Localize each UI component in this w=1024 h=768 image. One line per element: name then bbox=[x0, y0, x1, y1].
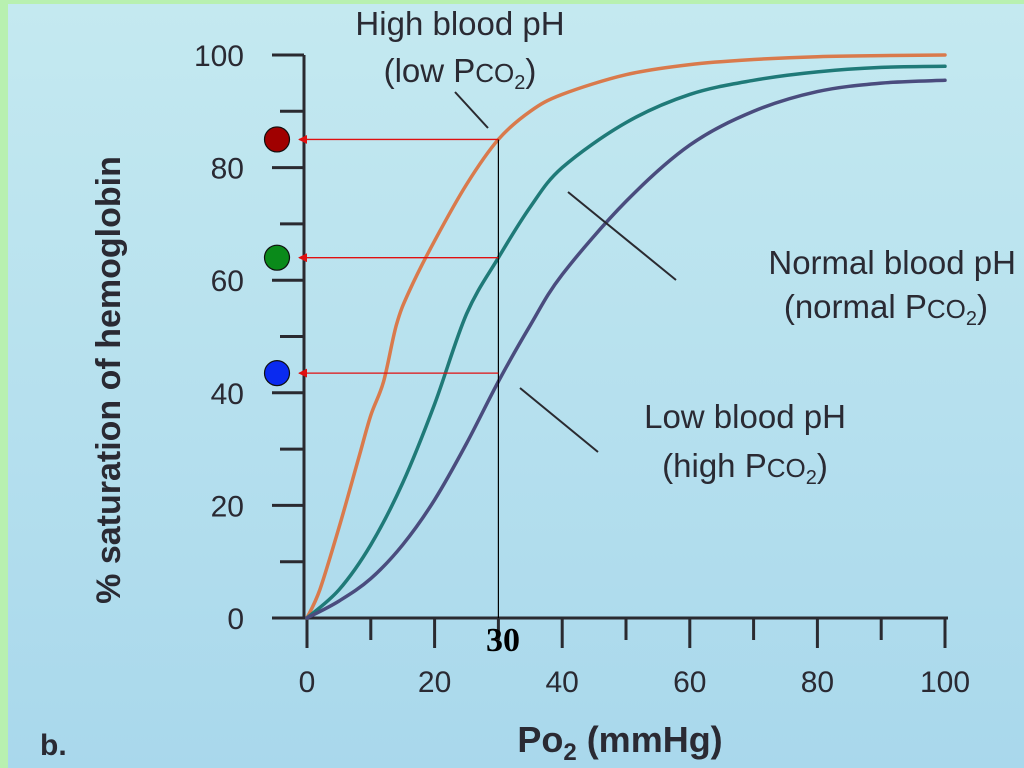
x-tick-label: 80 bbox=[801, 666, 834, 699]
series-label-high-line1: High blood pH bbox=[355, 5, 564, 42]
series-label-low: Low blood pH (high PCO2) bbox=[644, 398, 846, 489]
y-tick-label: 40 bbox=[211, 378, 244, 411]
x-marker-label: 30 bbox=[486, 622, 520, 659]
y-tick-label: 60 bbox=[211, 265, 244, 298]
y-tick-label: 80 bbox=[211, 153, 244, 186]
series-label-low-line2: (high PCO2) bbox=[662, 447, 828, 489]
leader-high bbox=[454, 91, 489, 129]
curve-low bbox=[305, 78, 947, 620]
y-tick-label: 20 bbox=[211, 490, 244, 523]
leader-normal bbox=[567, 191, 677, 281]
series-label-normal: Normal blood pH (normal PCO2) bbox=[768, 244, 1016, 330]
series-label-high: High blood pH (low PCO2) bbox=[355, 5, 564, 94]
readout-dot-high bbox=[263, 126, 291, 153]
y-tick-label: 100 bbox=[194, 40, 244, 73]
series-label-low-line1: Low blood pH bbox=[644, 398, 846, 435]
series-label-normal-line2: (normal PCO2) bbox=[784, 288, 988, 330]
leader-low bbox=[519, 387, 599, 453]
label-leader-lines bbox=[454, 91, 677, 453]
x-axis-label-unit: (mmHg) bbox=[577, 719, 723, 760]
y-axis-label: % saturation of hemoglobin bbox=[90, 156, 128, 604]
x-tick-label: 0 bbox=[299, 666, 316, 699]
x-tick-label: 40 bbox=[546, 666, 579, 699]
x-tick-label: 100 bbox=[920, 666, 970, 699]
readout-markers bbox=[263, 126, 291, 387]
x-axis-label-subscript: 2 bbox=[563, 739, 576, 766]
x-tick-label: 60 bbox=[673, 666, 706, 699]
figure-background bbox=[8, 4, 1024, 768]
axes: 0 20 40 60 80 100 0 20 40 60 80 100 bbox=[194, 40, 970, 699]
curve-normal bbox=[305, 64, 947, 620]
x-tick-label: 20 bbox=[418, 666, 451, 699]
series-label-normal-line1: Normal blood pH bbox=[768, 244, 1016, 281]
curve-high bbox=[305, 53, 947, 620]
readout-dot-normal bbox=[263, 244, 291, 271]
x-axis-label-main: Po bbox=[517, 719, 563, 760]
series-label-high-line2: (low PCO2) bbox=[384, 52, 537, 94]
readout-guides bbox=[298, 134, 499, 618]
x-axis-label: Po2 (mmHg) bbox=[517, 719, 722, 766]
y-tick-label: 0 bbox=[227, 603, 244, 636]
panel-label: b. bbox=[40, 729, 67, 762]
curves bbox=[305, 53, 947, 620]
readout-dot-low bbox=[263, 359, 291, 387]
